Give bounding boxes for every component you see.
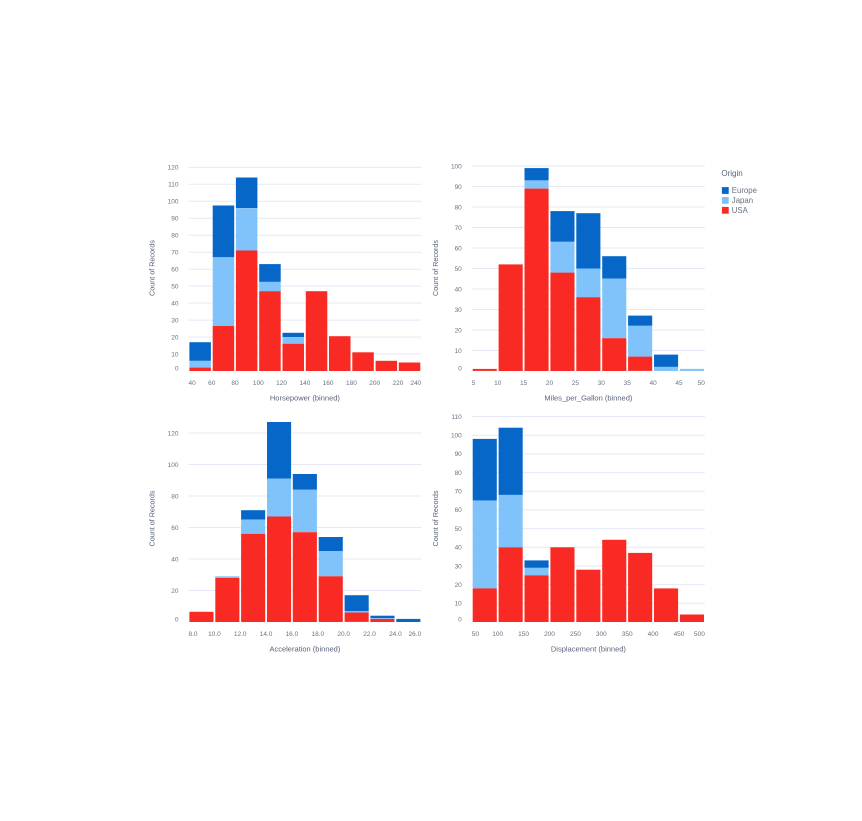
svg-text:60: 60 [171,267,179,274]
svg-text:450: 450 [674,631,685,638]
svg-text:150: 150 [518,631,529,638]
svg-text:100: 100 [168,462,179,469]
svg-text:Miles_per_Gallon (binned): Miles_per_Gallon (binned) [544,394,632,403]
svg-text:110: 110 [451,414,462,421]
svg-text:20.0: 20.0 [337,631,350,638]
svg-text:16.0: 16.0 [286,631,299,638]
svg-text:30: 30 [455,563,463,570]
svg-text:10: 10 [455,601,463,608]
svg-text:22.0: 22.0 [363,631,376,638]
svg-text:12.0: 12.0 [234,631,247,638]
svg-text:70: 70 [455,489,463,496]
svg-text:40: 40 [455,545,463,552]
svg-text:50: 50 [698,380,706,387]
svg-text:Displacement (binned): Displacement (binned) [551,645,627,654]
svg-text:5: 5 [472,380,476,387]
svg-text:10.0: 10.0 [208,631,221,638]
svg-text:Horsepower (binned): Horsepower (binned) [270,394,341,403]
svg-text:50: 50 [455,266,463,273]
svg-text:40: 40 [455,286,463,293]
svg-text:100: 100 [168,199,179,206]
svg-text:20: 20 [455,327,463,334]
svg-text:200: 200 [369,380,380,387]
svg-text:15: 15 [520,380,528,387]
svg-text:100: 100 [451,433,462,440]
svg-text:0: 0 [458,616,462,623]
svg-text:160: 160 [323,380,334,387]
svg-text:80: 80 [455,204,463,211]
svg-text:300: 300 [596,631,607,638]
svg-text:Count of Records: Count of Records [148,490,157,546]
svg-text:40: 40 [189,380,197,387]
svg-text:Europe: Europe [732,186,757,195]
svg-text:120: 120 [276,380,287,387]
svg-text:140: 140 [299,380,310,387]
svg-text:60: 60 [455,507,463,514]
svg-text:70: 70 [455,225,463,232]
svg-text:100: 100 [253,380,264,387]
svg-text:20: 20 [171,588,179,595]
svg-text:120: 120 [168,430,179,437]
svg-text:110: 110 [168,182,179,189]
svg-text:100: 100 [451,163,462,170]
svg-text:40: 40 [649,380,657,387]
svg-text:45: 45 [675,380,683,387]
svg-text:40: 40 [171,556,179,563]
svg-text:90: 90 [171,216,179,223]
svg-text:30: 30 [598,380,606,387]
svg-text:80: 80 [231,380,239,387]
svg-text:50: 50 [455,526,463,533]
svg-text:35: 35 [624,380,632,387]
svg-text:90: 90 [455,451,463,458]
svg-text:10: 10 [455,348,463,355]
svg-text:Japan: Japan [732,196,753,205]
svg-text:30: 30 [455,307,463,314]
svg-text:350: 350 [622,631,633,638]
svg-text:25: 25 [572,380,580,387]
svg-text:250: 250 [570,631,581,638]
svg-text:90: 90 [455,184,463,191]
svg-text:20: 20 [546,380,554,387]
svg-text:30: 30 [171,317,179,324]
svg-text:40: 40 [171,300,179,307]
svg-text:26.0: 26.0 [409,631,422,638]
svg-text:50: 50 [171,283,179,290]
svg-text:0: 0 [175,365,179,372]
svg-text:180: 180 [346,380,357,387]
svg-text:Acceleration (binned): Acceleration (binned) [269,645,340,654]
svg-text:20: 20 [455,582,463,589]
svg-text:20: 20 [171,334,179,341]
svg-text:240: 240 [410,380,421,387]
svg-text:100: 100 [492,631,503,638]
svg-text:500: 500 [694,631,705,638]
svg-text:14.0: 14.0 [260,631,273,638]
svg-text:400: 400 [648,631,659,638]
svg-text:Origin: Origin [721,169,742,178]
svg-text:0: 0 [175,616,179,623]
svg-text:60: 60 [171,525,179,532]
svg-text:10: 10 [171,351,179,358]
svg-text:60: 60 [208,380,216,387]
svg-text:Count of Records: Count of Records [431,490,440,546]
svg-text:80: 80 [455,470,463,477]
svg-text:60: 60 [455,245,463,252]
svg-text:Count of Records: Count of Records [148,240,157,296]
svg-text:80: 80 [171,233,179,240]
svg-text:50: 50 [472,631,480,638]
svg-text:200: 200 [544,631,555,638]
svg-text:18.0: 18.0 [311,631,324,638]
svg-text:80: 80 [171,493,179,500]
svg-text:10: 10 [494,380,502,387]
svg-text:220: 220 [392,380,403,387]
svg-text:120: 120 [168,165,179,172]
svg-text:24.0: 24.0 [389,631,402,638]
svg-text:0: 0 [458,365,462,372]
svg-text:8.0: 8.0 [189,631,198,638]
svg-text:USA: USA [732,206,749,215]
svg-text:70: 70 [171,250,179,257]
svg-text:Count of Records: Count of Records [431,240,440,296]
